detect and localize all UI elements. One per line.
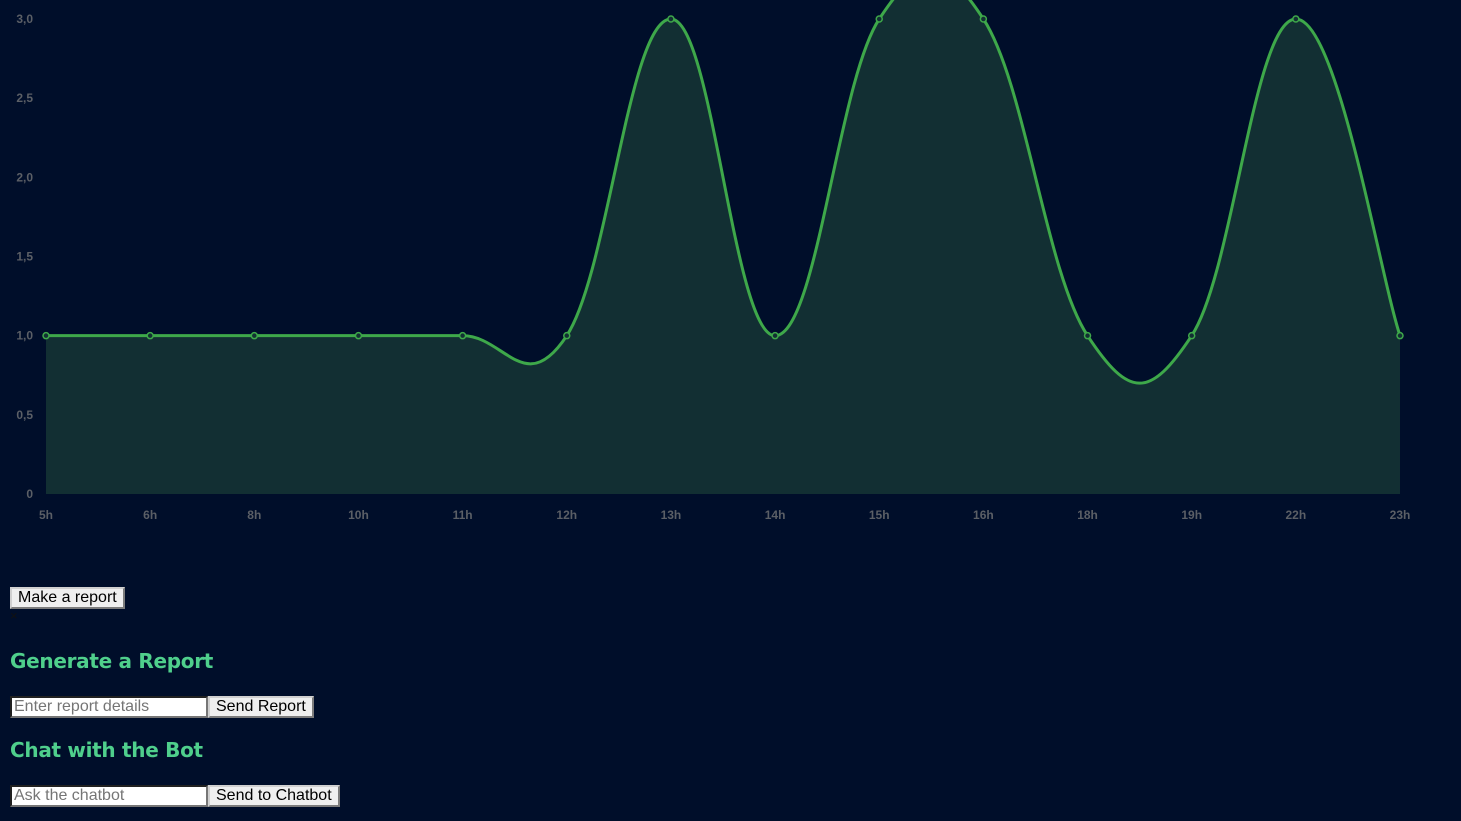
x-tick-label: 14h: [765, 508, 786, 522]
y-tick-label: 1,5: [16, 250, 33, 264]
x-tick-label: 15h: [869, 508, 890, 522]
send-to-chatbot-button[interactable]: Send to Chatbot: [208, 785, 340, 807]
x-tick-label: 5h: [39, 508, 53, 522]
x-tick-label: 12h: [556, 508, 577, 522]
y-tick-label: 1,0: [16, 329, 33, 343]
data-point[interactable]: [771, 331, 779, 340]
x-tick-label: 18h: [1077, 508, 1098, 522]
x-tick-label: 19h: [1181, 508, 1202, 522]
data-point[interactable]: [1292, 15, 1300, 23]
controls-panel: Make a report × Generate a Report Send R…: [10, 587, 610, 807]
chat-section-title: Chat with the Bot: [10, 738, 203, 762]
data-point[interactable]: [563, 331, 571, 340]
data-point[interactable]: [979, 15, 988, 23]
x-tick-label: 8h: [247, 508, 261, 522]
x-tick-label: 16h: [973, 508, 994, 522]
hourly-line-chart: 0 0,5 1,0 1,5 2,0 2,5 3,0 5h 6h 8h 10h 11h 12h 13h 14…: [16, 0, 1410, 522]
chat-form: Send to Chatbot: [10, 785, 610, 807]
data-point[interactable]: [1396, 331, 1404, 340]
y-tick-label: 2,5: [16, 91, 33, 105]
y-tick-label: 0,5: [16, 408, 33, 422]
x-tick-label: 11h: [453, 508, 473, 522]
plot-area: [42, 0, 1404, 494]
data-point[interactable]: [1187, 331, 1196, 340]
close-icon[interactable]: ×: [10, 608, 18, 623]
x-tick-label: 13h: [661, 508, 682, 522]
y-tick-label: 2,0: [16, 170, 33, 184]
report-section-title: Generate a Report: [10, 649, 214, 673]
x-tick-label: 6h: [143, 508, 157, 522]
chart-canvas: 0 0,5 1,0 1,5 2,0 2,5 3,0 5h 6h 8h 10h 11h 12h 13h 14…: [16, 0, 1410, 522]
area-fill: [46, 0, 1400, 494]
send-report-button[interactable]: Send Report: [208, 696, 314, 718]
x-tick-label: 22h: [1286, 508, 1307, 522]
chatbot-input[interactable]: [10, 785, 208, 807]
y-tick-label: 0: [26, 487, 33, 501]
data-point[interactable]: [250, 331, 259, 340]
data-point[interactable]: [458, 331, 467, 340]
y-axis-ticks: 0 0,5 1,0 1,5 2,0 2,5 3,0: [16, 12, 33, 501]
report-form: Send Report: [10, 696, 610, 718]
data-point[interactable]: [1083, 331, 1092, 340]
x-tick-label: 10h: [348, 508, 369, 522]
y-tick-label: 3,0: [16, 12, 33, 26]
data-point[interactable]: [42, 331, 50, 340]
x-tick-label: 23h: [1390, 508, 1411, 522]
data-point[interactable]: [667, 15, 675, 23]
data-point[interactable]: [875, 15, 883, 23]
make-report-button[interactable]: Make a report: [10, 587, 125, 609]
report-details-input[interactable]: [10, 696, 208, 718]
data-point[interactable]: [354, 331, 363, 340]
x-axis-ticks: 5h 6h 8h 10h 11h 12h 13h 14h 15h 16h 18h 19h 22h 23h: [39, 508, 1410, 522]
data-point[interactable]: [146, 331, 154, 340]
